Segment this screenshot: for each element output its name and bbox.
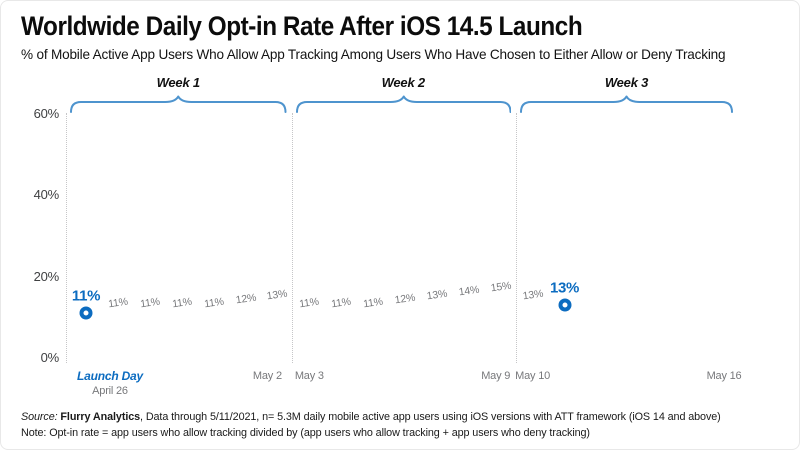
data-point-marker bbox=[79, 306, 93, 320]
data-point-label: 13% bbox=[549, 279, 580, 297]
x-axis-label: May 2 bbox=[252, 370, 282, 382]
week-label: Week 3 bbox=[604, 75, 649, 90]
data-point-marker bbox=[558, 298, 571, 312]
data-point-label: 11% bbox=[107, 295, 129, 311]
source-details: , Data through 5/11/2021, n= 5.3M daily … bbox=[140, 411, 721, 423]
data-point-label: 13% bbox=[425, 287, 448, 303]
x-axis-label: May 3 bbox=[294, 370, 324, 382]
week-divider-line bbox=[291, 113, 293, 363]
page-title: Worldwide Daily Opt-in Rate After iOS 14… bbox=[21, 11, 583, 41]
y-axis-tick: 60% bbox=[33, 106, 60, 121]
data-point-label: 11% bbox=[298, 295, 320, 311]
x-axis-label: May 16 bbox=[706, 370, 742, 382]
page-subtitle: % of Mobile Active App Users Who Allow A… bbox=[21, 46, 726, 62]
week-label: Week 1 bbox=[156, 75, 201, 90]
data-point-label: 11% bbox=[203, 295, 225, 311]
data-point-label: 13% bbox=[521, 287, 544, 303]
y-axis-tick: 40% bbox=[33, 187, 60, 203]
data-point-label: 11% bbox=[362, 295, 384, 311]
data-point-label: 11% bbox=[139, 295, 161, 311]
week-label: Week 2 bbox=[381, 75, 426, 90]
note-line: Note: Opt-in rate = app users who allow … bbox=[21, 427, 590, 439]
source-line: Source: Flurry Analytics, Data through 5… bbox=[21, 411, 721, 423]
week-bracket bbox=[520, 95, 733, 113]
y-axis-tick: 0% bbox=[40, 350, 60, 365]
source-name: Flurry Analytics bbox=[60, 411, 141, 423]
source-label: Source: bbox=[21, 411, 61, 423]
data-point-label: 11% bbox=[71, 287, 101, 305]
x-axis-label: May 10 bbox=[515, 370, 551, 382]
data-point-label: 14% bbox=[457, 283, 480, 299]
data-point-label: 11% bbox=[171, 295, 193, 311]
data-point-label: 12% bbox=[394, 291, 416, 307]
data-point-label: 12% bbox=[234, 291, 257, 307]
x-axis-label: Launch Day bbox=[76, 369, 144, 383]
x-axis-sublabel: April 26 bbox=[92, 385, 128, 397]
week-divider-line bbox=[516, 113, 517, 363]
data-point-label: 13% bbox=[266, 287, 289, 303]
week-divider-line bbox=[66, 113, 67, 363]
week-bracket bbox=[70, 95, 287, 113]
week-bracket bbox=[295, 95, 511, 113]
x-axis-label: May 9 bbox=[481, 370, 511, 382]
data-point-label: 11% bbox=[330, 295, 352, 311]
y-axis-tick: 20% bbox=[33, 268, 60, 284]
data-point-label: 15% bbox=[489, 279, 512, 295]
